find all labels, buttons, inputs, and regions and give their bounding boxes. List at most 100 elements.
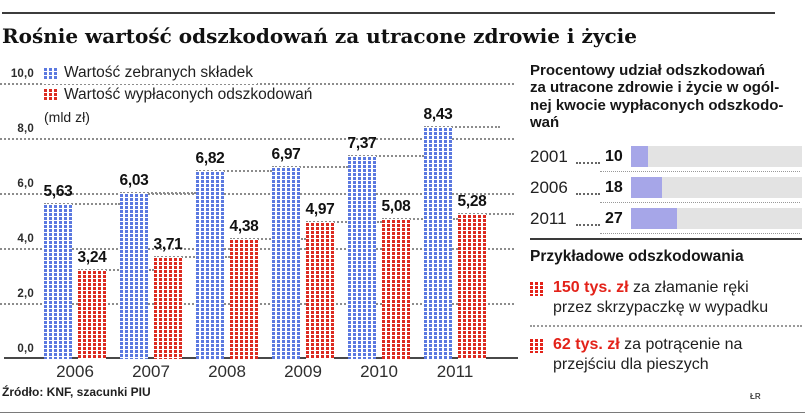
bar-value-label: 4,38: [229, 218, 259, 235]
gridline: [0, 193, 514, 195]
bar-premiums-2011: [424, 127, 452, 359]
bar-value-label: 8,43: [423, 106, 453, 123]
bar-premiums-2008: [196, 171, 224, 359]
row-dotted-underline: [600, 170, 800, 172]
bar-premiums-2007: [120, 193, 148, 359]
percent-year-label: 2006: [530, 177, 568, 197]
percent-bar-track: [631, 146, 802, 168]
author-credit: ŁR: [750, 392, 761, 401]
percent-share-panel: Procentowy udział odszkodowań za utracon…: [530, 62, 802, 237]
bar-value-label: 3,24: [77, 249, 107, 266]
legend-label-payouts: Wartość wypłaconych odszkodowań: [64, 85, 313, 103]
y-axis-tick: 10,0: [10, 68, 34, 80]
percent-bar-fill: [631, 208, 678, 230]
bar-value-label: 3,71: [153, 236, 183, 253]
legend-entry-payouts: Wartość wypłaconych odszkodowań: [44, 84, 317, 106]
bar-payouts-2008: [230, 239, 258, 359]
gridline: [0, 83, 514, 85]
percent-rows: 2001 10 2006 18 2011 27: [530, 144, 802, 234]
x-axis-label-2008: 2008: [208, 362, 246, 381]
examples-heading: Przykładowe odszkodowania: [530, 248, 744, 265]
y-axis-tick: 4,0: [17, 233, 34, 245]
bar-leader-line: [306, 221, 382, 223]
bar-premiums-2006: [44, 204, 72, 359]
leader-dots: [576, 192, 600, 195]
bar-leader-line: [44, 203, 120, 205]
bar-value-label: 4,97: [305, 201, 335, 218]
leader-dots: [576, 223, 600, 226]
x-axis-line: [4, 357, 518, 359]
bar-payouts-2011: [458, 214, 486, 359]
percent-value: 10: [605, 147, 623, 165]
percent-year-label: 2001: [530, 146, 568, 166]
bar-payouts-2010: [382, 219, 410, 359]
gridline: [0, 138, 514, 140]
x-axis-label-2007: 2007: [132, 362, 170, 381]
y-axis-tick: 0,0: [17, 343, 34, 355]
x-axis-label-2011: 2011: [436, 362, 474, 381]
bar-leader-line: [458, 213, 514, 215]
row-dotted-underline: [600, 201, 800, 203]
example-amount: 150 tys. zł: [553, 279, 629, 296]
bar-leader-line: [348, 155, 424, 157]
bar-leader-line: [272, 166, 348, 168]
x-axis-label-2009: 2009: [284, 362, 322, 381]
leader-dots: [576, 161, 600, 164]
percent-bar-track: [631, 177, 802, 199]
percent-bar-track: [631, 208, 802, 230]
bar-leader-line: [120, 192, 196, 194]
bar-premiums-2009: [272, 167, 300, 359]
premiums-swatch-icon: [44, 66, 58, 80]
section-divider: [530, 238, 802, 240]
bar-payouts-2007: [154, 257, 182, 359]
examples-panel: Przykładowe odszkodowania 150 tys. zł za…: [530, 238, 802, 382]
examples-list: 150 tys. zł za złamanie ręki przez skrzy…: [530, 270, 802, 382]
x-axis-label-2010: 2010: [360, 362, 398, 381]
y-axis-tick: 8,0: [17, 123, 34, 135]
example-text: 150 tys. zł za złamanie ręki przez skrzy…: [553, 279, 769, 316]
legend-label-premiums: Wartość zebranych składek: [64, 64, 253, 81]
bar-value-label: 5,63: [43, 183, 73, 200]
bar-leader-line: [230, 238, 306, 240]
percent-value: 27: [605, 209, 623, 227]
page-title: Rośnie wartość odszkodowań za utracone z…: [2, 24, 637, 48]
bar-value-label: 5,08: [381, 198, 411, 215]
unit-label: (mld zł): [44, 108, 94, 125]
x-axis-label-2006: 2006: [56, 362, 94, 381]
bar-payouts-2006: [78, 270, 106, 359]
percent-row-2011: 2011 27: [530, 206, 802, 234]
chart-legend: Wartość zebranych składek Wartość wypłac…: [44, 63, 317, 127]
payout-grid-icon: [530, 281, 544, 296]
payouts-swatch-icon: [44, 88, 58, 101]
percent-panel-title: Procentowy udział odszkodowań za utracon…: [530, 62, 784, 132]
top-rule: [2, 12, 775, 14]
bar-value-label: 5,28: [457, 193, 487, 210]
example-item-1: 150 tys. zł za złamanie ręki przez skrzy…: [530, 270, 802, 325]
percent-row-2001: 2001 10: [530, 144, 802, 172]
bar-leader-line: [154, 256, 230, 258]
example-item-2: 62 tys. zł za potrącenie na przejściu dl…: [530, 325, 802, 382]
percent-year-label: 2011: [530, 208, 567, 228]
percent-row-2006: 2006 18: [530, 175, 802, 203]
bar-leader-line: [196, 170, 272, 172]
bar-premiums-2010: [348, 156, 376, 359]
bar-value-label: 7,37: [347, 135, 377, 152]
percent-bar-fill: [631, 177, 662, 199]
bar-payouts-2009: [306, 222, 334, 359]
bottom-rule: [0, 412, 805, 413]
bar-leader-line: [424, 126, 500, 128]
bar-leader-line: [78, 269, 154, 271]
y-axis-tick: 6,0: [17, 178, 34, 190]
payout-grid-icon: [530, 338, 544, 354]
bar-value-label: 6,97: [271, 146, 301, 163]
source-note: Źródło: KNF, szacunki PIU: [2, 385, 151, 399]
row-dotted-underline: [600, 232, 800, 234]
example-text: 62 tys. zł za potrącenie na przejściu dl…: [553, 336, 743, 373]
percent-value: 18: [605, 178, 623, 196]
y-axis-tick: 2,0: [17, 288, 34, 300]
percent-bar-fill: [631, 146, 649, 168]
example-amount: 62 tys. zł: [553, 336, 620, 354]
bar-leader-line: [382, 218, 458, 220]
bar-value-label: 6,03: [119, 172, 149, 189]
